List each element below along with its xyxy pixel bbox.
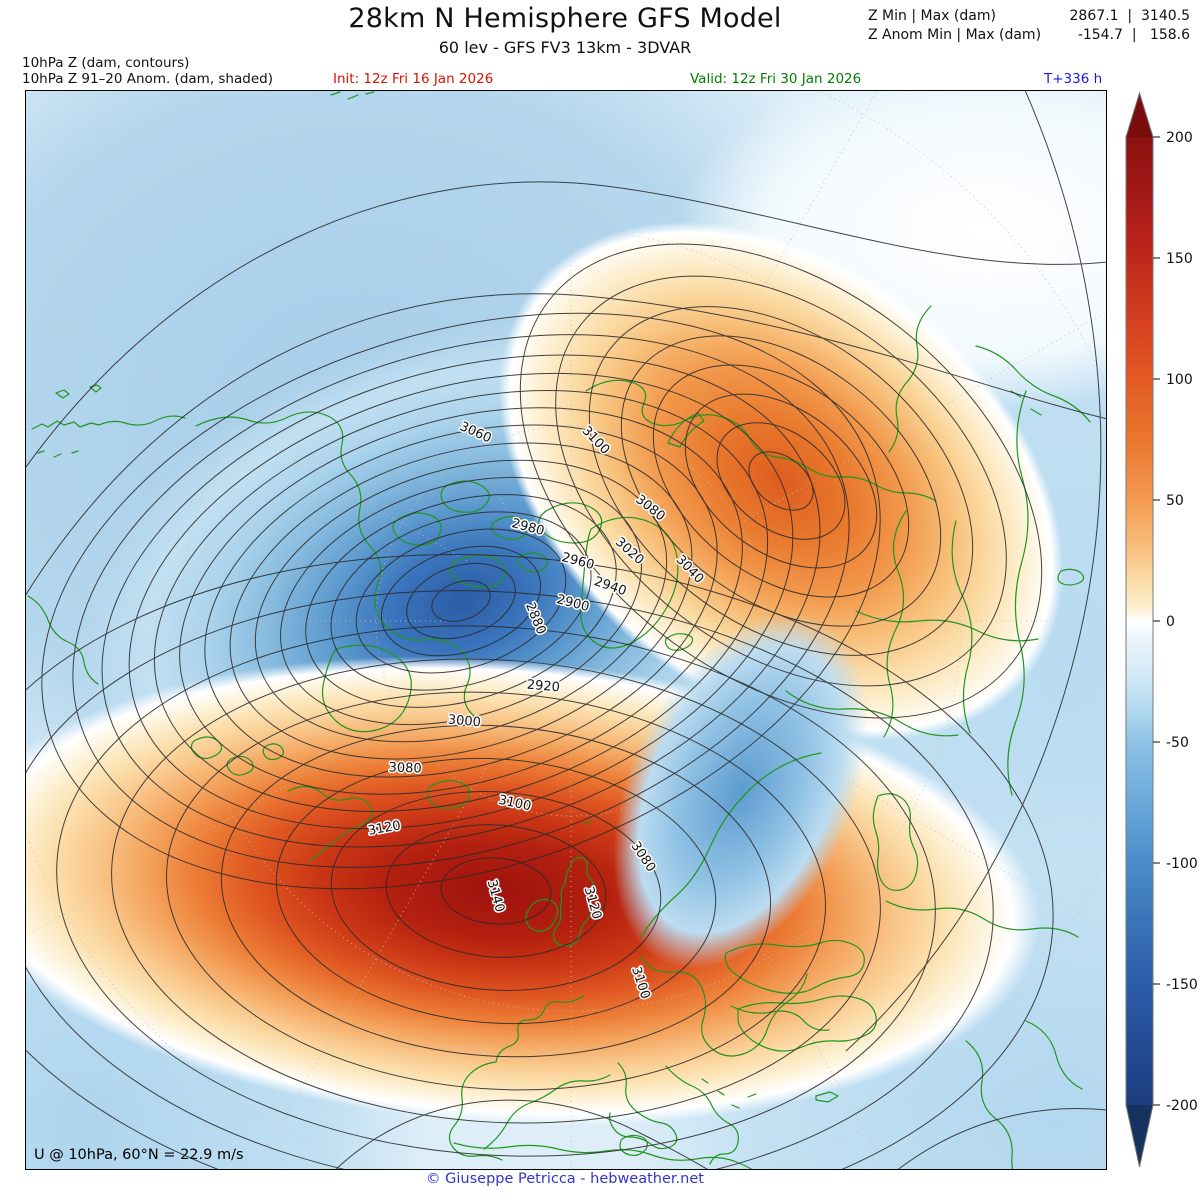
- colorbar-gradient: [1126, 137, 1153, 1105]
- coast-canadian-archipelago: [392, 480, 603, 588]
- coast-balkans-greece: [665, 1065, 757, 1165]
- coast-black-sea: [724, 939, 865, 994]
- colorbar-ticks: 200 150 100 50 0 -50 -100 -150 -200: [1153, 130, 1198, 1114]
- border-russia-long: [1007, 390, 1029, 796]
- coast-iceland: [426, 780, 593, 825]
- contour-open-top-2: [26, 293, 1106, 596]
- contour-label: 3080: [388, 760, 422, 776]
- coast-italy: [608, 1062, 678, 1150]
- contour-open-top-1: [26, 181, 1106, 469]
- colorbar-tick-label: -50: [1166, 735, 1189, 751]
- contour-open-bottom-left: [335, 1099, 708, 1169]
- coast-svalbard: [664, 633, 694, 651]
- coast-aleutian-islands: [37, 91, 375, 458]
- z-minmax-value: 2867.1 | 3140.5: [1069, 8, 1191, 24]
- border-middle-east: [885, 900, 1079, 938]
- colorbar-tick-label: 150: [1166, 251, 1193, 267]
- colorbar-tick-label: -200: [1166, 1098, 1198, 1114]
- colorbar-tick-label: 50: [1166, 493, 1184, 509]
- model-subtitle: 60 lev - GFS FV3 13km - 3DVAR: [438, 38, 692, 57]
- contour-open-right: [845, 91, 1102, 1052]
- border-arabia: [965, 1020, 1083, 1169]
- colorbar: 200 150 100 50 0 -50 -100 -150 -200: [1125, 91, 1198, 1168]
- coast-east-north-america: [287, 785, 373, 862]
- coast-norway: [640, 752, 822, 938]
- coast-atlantic-europe: [448, 995, 585, 1161]
- z-minmax-row: Z Min | Max (dam) 2867.1 | 3140.5: [868, 7, 1190, 26]
- coast-ireland: [525, 898, 559, 932]
- coast-north-africa: [453, 1142, 753, 1169]
- field-contours-label: 10hPa Z (dam, contours): [22, 55, 190, 71]
- border-asia-horizontal-2: [785, 690, 959, 737]
- colorbar-tick-label: -100: [1166, 856, 1198, 872]
- coast-hudson-bay: [321, 644, 412, 733]
- coast-finland-gulf: [730, 1005, 830, 1031]
- init-time-label: Init: 12z Fri 16 Jan 2026: [333, 71, 494, 87]
- z-minmax-label: Z Min | Max (dam): [868, 8, 996, 24]
- colorbar-tick-label: 200: [1166, 130, 1193, 146]
- valid-time-label: Valid: 12z Fri 30 Jan 2026: [690, 71, 862, 87]
- height-contours: [26, 91, 1106, 1169]
- anom-minmax-value: -154.7 | 158.6: [1077, 27, 1190, 43]
- coast-arctic-canada: [195, 411, 476, 718]
- contours-polar-vortex: [41, 312, 881, 890]
- contour-label: 3120: [367, 818, 402, 839]
- coast-turkey: [737, 995, 877, 1103]
- coast-pacific-nw: [27, 595, 99, 685]
- coast-sicily: [619, 1134, 648, 1156]
- field-shaded-label: 10hPa Z 91–20 Anom. (dam, shaded): [22, 71, 273, 87]
- anom-minmax-row: Z Anom Min | Max (dam) -154.7 | 158.6: [868, 26, 1190, 45]
- coast-sweden-baltic: [640, 955, 808, 1057]
- map-canvas: 3060 3100 3080 3020 3040 2980 2960 2940 2900 2880…: [25, 90, 1107, 1170]
- coastlines-borders: [27, 91, 1091, 1169]
- colorbar-tick-label: 0: [1166, 614, 1175, 630]
- border-central-asia-2: [951, 520, 973, 734]
- coast-caspian: [872, 793, 919, 891]
- page-title: 28km N Hemisphere GFS Model: [348, 3, 782, 34]
- contour-label: 2920: [526, 678, 560, 696]
- stats-block: Z Min | Max (dam) 2867.1 | 3140.5 Z Anom…: [868, 7, 1190, 45]
- wind-speed-label: U @ 10hPa, 60°N = 22.9 m/s: [34, 1147, 244, 1163]
- credit-link[interactable]: © Giuseppe Petricca - hebweather.net: [426, 1171, 704, 1187]
- border-central-asia-1: [883, 510, 907, 738]
- anomaly-shading: [26, 91, 1106, 1169]
- forecast-step-label: T+336 h: [1044, 71, 1103, 87]
- colorbar-tick-label: 100: [1166, 372, 1193, 388]
- contours-atlantic-high: [26, 554, 1054, 1169]
- coast-iberia-med: [483, 1074, 611, 1150]
- colorbar-arrow-top: [1126, 93, 1153, 137]
- graticule: [26, 91, 1106, 1169]
- contour-open-bottom-right: [897, 1108, 1106, 1169]
- colorbar-arrow-bottom: [1126, 1105, 1153, 1167]
- coast-siberia: [585, 379, 937, 502]
- contour-label: 3000: [447, 713, 481, 731]
- hemisphere-map-svg: 3060 310030803020304029802960294029002880…: [26, 91, 1106, 1169]
- anom-minmax-label: Z Anom Min | Max (dam): [868, 27, 1042, 43]
- colorbar-tick-label: -150: [1166, 977, 1198, 993]
- coast-alaska: [31, 415, 186, 430]
- coast-east-asia: [888, 305, 1091, 453]
- lake-balkhash: [1057, 568, 1085, 586]
- coast-novaya-zemlya: [667, 412, 705, 448]
- contours-siberian-high: [519, 243, 1043, 719]
